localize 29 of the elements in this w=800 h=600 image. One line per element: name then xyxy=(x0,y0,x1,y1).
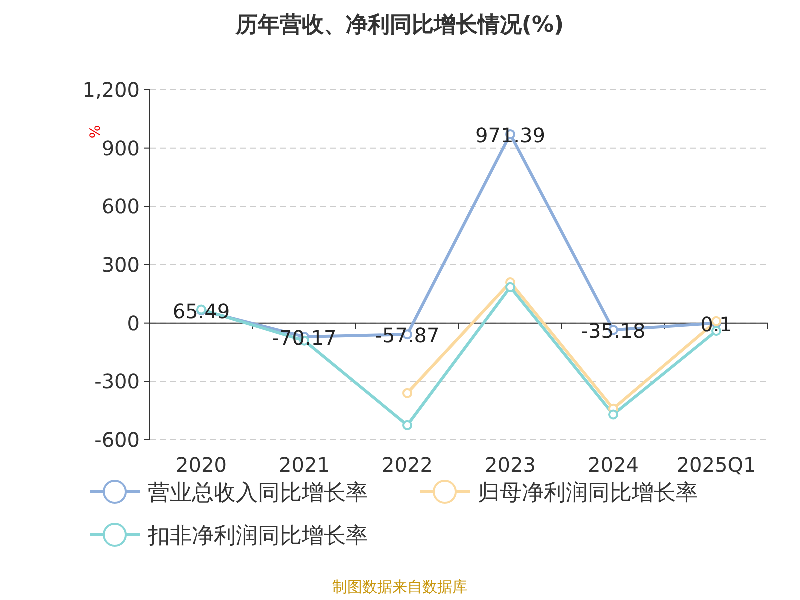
y-tick-label: 900 xyxy=(102,136,140,160)
data-label: -57.87 xyxy=(375,324,440,348)
x-tick-label: 2021 xyxy=(279,453,330,477)
x-tick-label: 2024 xyxy=(588,453,639,477)
text: 制图数据来自数据库 xyxy=(332,578,468,596)
chart-title: 历年营收、净利同比增长情况(%) xyxy=(234,13,564,38)
data-label: 65.49 xyxy=(172,300,230,324)
y-tick-label: 1,200 xyxy=(82,78,140,102)
data-label: -35.18 xyxy=(581,319,646,344)
y-tick-label: 0 xyxy=(127,311,140,336)
point xyxy=(402,420,412,430)
x-tick-label: 2022 xyxy=(382,453,433,477)
y-tick-label: 300 xyxy=(102,253,140,277)
point xyxy=(402,388,412,398)
legend-label: 扣非净利润同比增长率 xyxy=(147,524,368,549)
data-label: 0.1 xyxy=(700,312,732,336)
data-label: -70.17 xyxy=(272,326,337,350)
x-tick-label: 2023 xyxy=(485,453,536,477)
legend-label: 营业总收入同比增长率 xyxy=(148,481,368,506)
y-tick-label: -600 xyxy=(94,428,140,452)
legend-label: 归母净利润同比增长率 xyxy=(478,481,698,506)
point xyxy=(506,282,516,292)
x-tick-label: 2020 xyxy=(176,453,227,477)
y-axis-title: % xyxy=(88,125,104,139)
point xyxy=(608,410,618,420)
data-label: 971.39 xyxy=(476,123,546,148)
x-tick-label: 2025Q1 xyxy=(676,453,756,477)
y-tick-label: -300 xyxy=(94,370,140,394)
y-tick-label: 600 xyxy=(102,194,140,219)
